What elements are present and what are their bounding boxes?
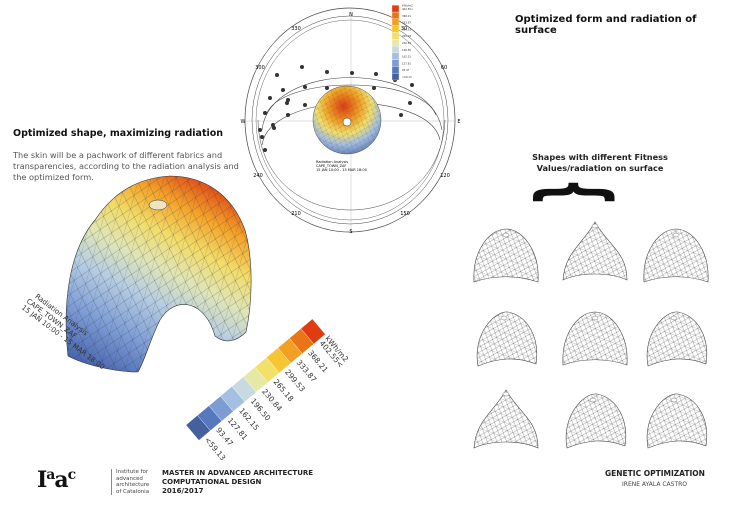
sun-position-dot (263, 148, 267, 152)
fitness-shape-8 (565, 393, 627, 449)
legend-label: 196.50 (402, 48, 411, 52)
program-name: MASTER IN ADVANCED ARCHITECTURE (162, 469, 314, 477)
sun-position-dot (303, 85, 307, 89)
legend-label: 93.47 (402, 68, 410, 72)
sun-position-dot (281, 88, 285, 92)
section-heading-optimized-shape: Optimized shape, maximizing radiation (13, 128, 224, 139)
legend-label: 230.84 (402, 41, 411, 45)
deg-210: 210 (291, 211, 301, 217)
fitness-shapes-grid (473, 221, 709, 449)
institute-line: Institute for (116, 469, 149, 475)
sun-caption-1: Radiation Analysis (316, 160, 348, 164)
legend-swatch (391, 25, 400, 33)
sun-position-dot (399, 113, 403, 117)
shapes-heading: Shapes with different Fitness Values/rad… (525, 152, 675, 174)
sun-position-dot (408, 101, 412, 105)
legend-swatch (391, 32, 400, 40)
program-subtitle: COMPUTATIONAL DESIGN (162, 478, 262, 486)
deg-150: 150 (400, 211, 410, 217)
sun-caption-2: CAPE_TOWN_ZAF (316, 164, 346, 168)
legend-label: <59.13 (402, 75, 412, 79)
legend-swatch (391, 66, 400, 74)
institute-name: Institute for advanced architecture of C… (111, 469, 149, 495)
legend-swatch (391, 52, 400, 60)
sun-position-dot (325, 70, 329, 74)
sun-position-dot (300, 65, 304, 69)
legend-label: 368.21 (402, 14, 411, 18)
deg-60: 60 (441, 65, 447, 71)
optimized-dome-render (65, 175, 252, 373)
fitness-shape-2 (562, 221, 628, 281)
sun-path-diagram: <59.13 93.47 127.81 162.15 196.50 230.84 265.1… (241, 4, 461, 235)
legend-label: 402.55< (402, 7, 413, 11)
legend-label: 162.15 (402, 55, 411, 59)
fitness-shape-9 (646, 393, 708, 449)
legend-swatch (300, 318, 326, 345)
sun-position-dot (258, 128, 262, 132)
legend-swatch (391, 59, 400, 67)
program-info: MASTER IN ADVANCED ARCHITECTURE COMPUTAT… (162, 469, 313, 496)
sun-position-dot (272, 126, 276, 130)
deg-30: 30 (401, 26, 407, 32)
brace-glyph: { (525, 177, 627, 207)
sun-position-dot (372, 86, 376, 90)
sun-position-dot (268, 96, 272, 100)
radiation-legend: <59.1393.47127.81162.15196.50230.84265.1… (185, 318, 350, 462)
program-year: 2016/2017 (162, 487, 204, 495)
legend-label: 127.81 (402, 61, 411, 65)
legend-swatch (391, 45, 400, 53)
dir-e: E (457, 119, 460, 125)
shapes-heading-line-1: Shapes with different Fitness (532, 152, 668, 162)
legend-label: 265.18 (402, 34, 411, 38)
institute-line: of Catalonia (116, 488, 150, 495)
legend-swatch (391, 5, 400, 13)
sun-position-dot (275, 73, 279, 77)
legend-swatch (391, 73, 400, 81)
legend-label: 299.53 (402, 27, 411, 31)
sun-position-dot (303, 103, 307, 107)
sun-position-dot (350, 71, 354, 75)
sun-caption-3: 15 JAN 10:00 - 15 MAR 18:00 (316, 168, 367, 172)
institute-line: advanced (116, 475, 143, 482)
sun-position-dot (374, 72, 378, 76)
sun-position-dot (286, 98, 290, 102)
curly-brace: { (526, 172, 627, 212)
dir-n: N (349, 12, 353, 18)
sun-position-dot (325, 86, 329, 90)
legend-swatch (391, 39, 400, 47)
legend-label: 333.87 (402, 21, 411, 25)
project-title: GENETIC OPTIMIZATION (605, 469, 705, 478)
dir-s: S (349, 229, 352, 235)
legend-unit: kWh/m2 (402, 4, 413, 8)
right-title: Optimized form and radiation of surface (515, 14, 697, 36)
legend-swatch (391, 18, 400, 26)
fitness-shape-1 (473, 228, 539, 283)
dir-w: W (241, 119, 246, 125)
sun-position-dot (286, 113, 290, 117)
fitness-shape-6 (646, 311, 708, 367)
section-description: The skin will be a pachwork of different… (13, 150, 239, 182)
fitness-shape-3 (643, 228, 709, 283)
author-name: IRENE AYALA CASTRO (622, 481, 688, 488)
fitness-shape-4 (476, 311, 538, 367)
sun-position-dot (263, 111, 267, 115)
shapes-heading-line-2: Values/radiation on surface (536, 163, 664, 173)
deg-240: 240 (253, 173, 263, 179)
fitness-shape-7 (473, 389, 539, 449)
sun-diagram-legend: <59.13 93.47 127.81 162.15 196.50 230.84 265.1… (391, 4, 413, 81)
deg-120: 120 (440, 173, 450, 179)
deg-300: 300 (255, 65, 265, 71)
sun-position-dot (260, 135, 264, 139)
sun-position-dots (258, 65, 414, 152)
deg-330: 330 (291, 26, 301, 32)
institute-line: architecture (116, 482, 150, 488)
sun-position-dot (410, 83, 414, 87)
fitness-shape-5 (562, 311, 628, 366)
legend-swatch (391, 11, 400, 19)
iaac-logo: Iaac (37, 467, 76, 493)
